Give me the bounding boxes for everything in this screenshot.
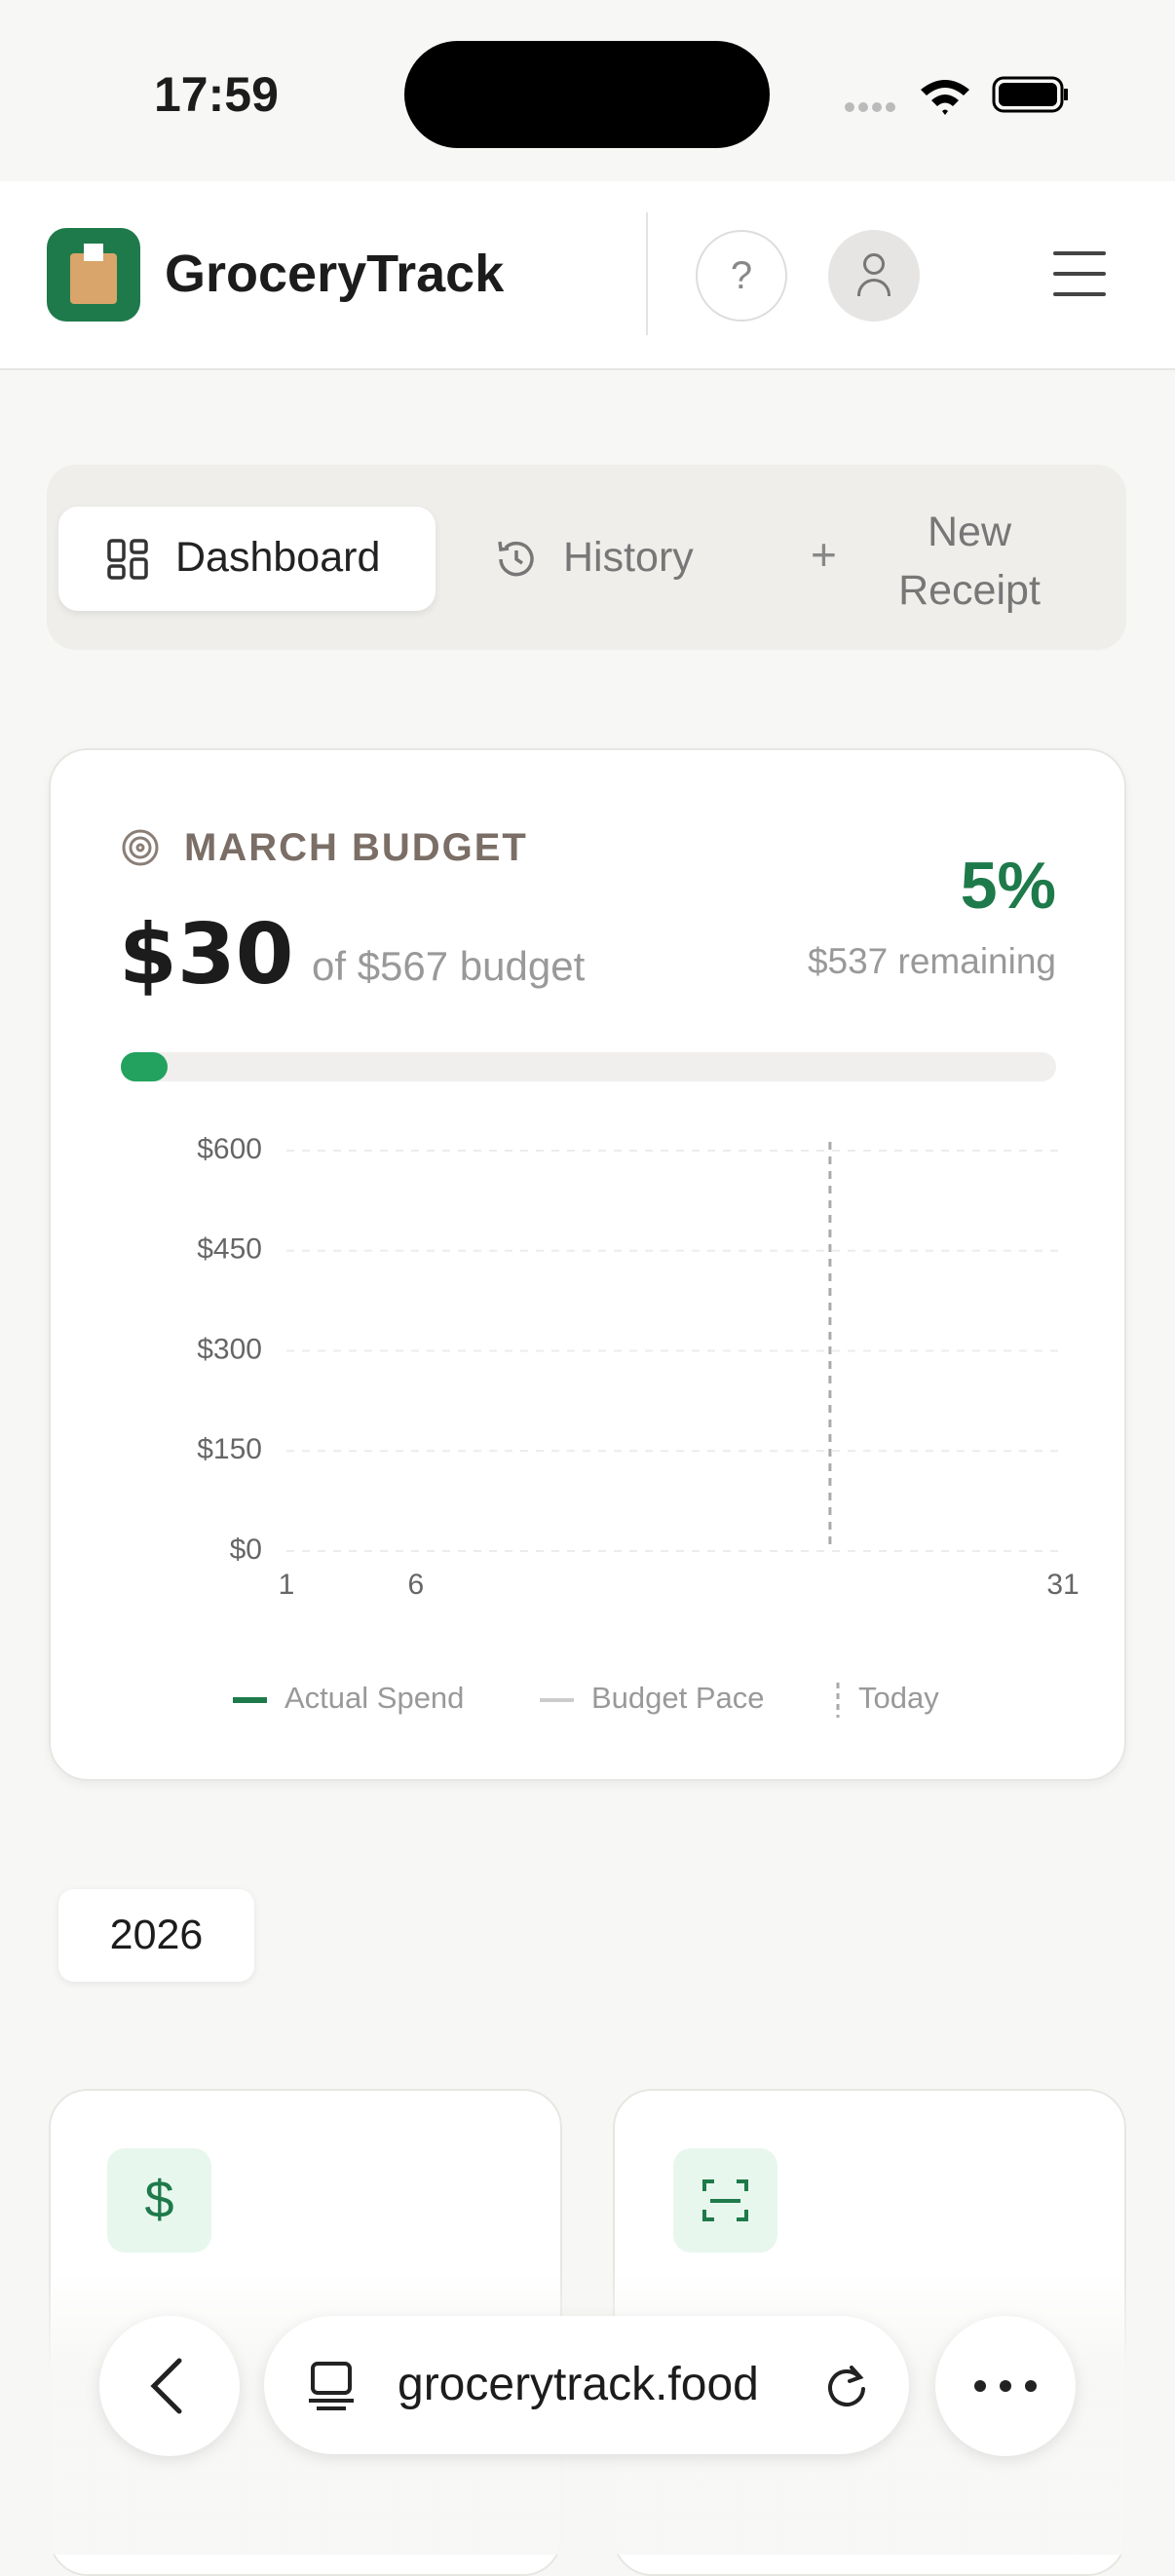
- y-tick-label: $150: [197, 1433, 262, 1465]
- back-button[interactable]: [99, 2316, 240, 2456]
- x-tick-label: 6: [407, 1569, 424, 1601]
- status-icons: [845, 76, 1068, 115]
- progress-track: [121, 1052, 1056, 1081]
- app-title: GroceryTrack: [165, 245, 505, 303]
- header: [0, 181, 1175, 370]
- divider: [646, 212, 648, 335]
- logo: [47, 228, 140, 322]
- budget-remaining: $537 remaining: [807, 941, 1056, 981]
- chart: $0 $150 $300 $450 $600 1 6 31 Actual Spend Budget…: [197, 1133, 1080, 1718]
- y-tick-label: $0: [230, 1534, 262, 1566]
- reload-icon[interactable]: [822, 2362, 871, 2410]
- budget-title: MARCH BUDGET: [184, 826, 528, 869]
- spent-amount: $30: [119, 906, 294, 1004]
- legend-label: Today: [858, 1681, 939, 1715]
- x-tick-label: 31: [1046, 1569, 1079, 1601]
- dynamic-island: [404, 41, 770, 148]
- y-tick-label: $600: [197, 1133, 262, 1165]
- budget-card: [49, 748, 1126, 1781]
- plus-icon: +: [811, 529, 837, 580]
- tab-label: Dashboard: [175, 534, 381, 581]
- x-tick-label: 1: [279, 1569, 295, 1601]
- scan-icon: [673, 2148, 777, 2253]
- progress-fill: [121, 1052, 168, 1081]
- dashboard-icon: [107, 539, 148, 580]
- target-icon: [122, 829, 159, 866]
- url-bar[interactable]: [264, 2316, 909, 2454]
- tab-label[interactable]: History: [563, 534, 694, 581]
- tab-label[interactable]: New Receipt: [898, 509, 1041, 614]
- legend-label: Budget Pace: [591, 1681, 765, 1715]
- dollar-icon: $: [107, 2148, 211, 2253]
- more-button[interactable]: [935, 2316, 1076, 2456]
- menu-button[interactable]: [1052, 249, 1107, 298]
- legend-label: Actual Spend: [284, 1681, 464, 1715]
- status-time: 17:59: [154, 67, 279, 122]
- y-tick-label: $300: [197, 1333, 262, 1365]
- profile-button[interactable]: [828, 230, 920, 322]
- budget-percent: 5%: [960, 849, 1056, 923]
- year-pill[interactable]: 2026: [58, 1889, 254, 1982]
- url-text: grocerytrack.food: [398, 2359, 759, 2410]
- history-icon: [498, 541, 534, 577]
- help-button[interactable]: ?: [696, 230, 787, 322]
- tabs-icon: [309, 2362, 354, 2410]
- budget-total: of $567 budget: [312, 943, 586, 989]
- y-tick-label: $450: [197, 1233, 262, 1266]
